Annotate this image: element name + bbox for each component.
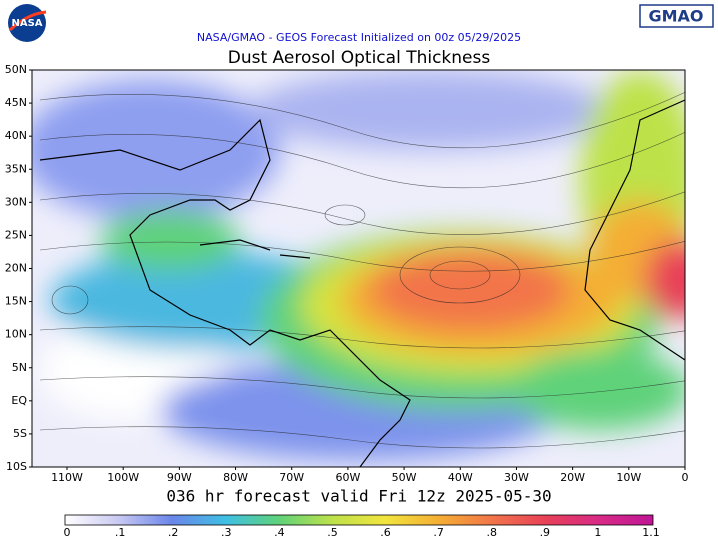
lon-label: 100W: [107, 471, 139, 484]
colorbar-label: 1: [594, 526, 601, 539]
lon-label: 0: [682, 471, 689, 484]
subtitle: NASA/GMAO - GEOS Forecast Initialized on…: [197, 31, 521, 44]
lat-label: 35N: [5, 162, 27, 175]
lat-label: 45N: [5, 96, 27, 109]
colorbar-label: 1.1: [642, 526, 660, 539]
lat-label: EQ: [11, 394, 27, 407]
lon-label: 50W: [392, 471, 417, 484]
colorbar-label: .2: [168, 526, 179, 539]
colorbar-label: .7: [433, 526, 444, 539]
colorbar-label: .5: [327, 526, 338, 539]
forecast-valid: 036 hr forecast valid Fri 12z 2025-05-30: [166, 487, 551, 506]
lat-label: 25N: [5, 228, 27, 241]
lon-label: 90W: [167, 471, 192, 484]
lat-label: 20N: [5, 262, 27, 275]
lon-label: 10W: [616, 471, 641, 484]
lat-label: 50N: [5, 63, 27, 76]
gmao-logo-text: GMAO: [648, 7, 703, 26]
lat-label: 10N: [5, 328, 27, 341]
lon-label: 110W: [51, 471, 83, 484]
lat-label: 5S: [13, 427, 27, 440]
lat-label: 10S: [6, 460, 27, 473]
colorbar-label: .9: [540, 526, 551, 539]
lon-label: 70W: [279, 471, 304, 484]
lat-label: 15N: [5, 295, 27, 308]
lon-label: 40W: [448, 471, 473, 484]
lat-label: 40N: [5, 129, 27, 142]
nasa-logo: NASA: [8, 4, 47, 42]
colorbar-label: .4: [274, 526, 285, 539]
lat-label: 5N: [12, 361, 27, 374]
colorbar-label: 0: [64, 526, 71, 539]
colorbar-label: .8: [486, 526, 497, 539]
gmao-logo: GMAO: [639, 4, 714, 28]
lat-label: 30N: [5, 195, 27, 208]
colorbar-label: .6: [380, 526, 391, 539]
colorbar: [64, 514, 654, 526]
lon-label: 60W: [335, 471, 360, 484]
lon-label: 20W: [560, 471, 585, 484]
colorbar-label: .3: [221, 526, 232, 539]
lon-label: 80W: [223, 471, 248, 484]
title: Dust Aerosol Optical Thickness: [228, 48, 491, 68]
nasa-logo-text: NASA: [11, 18, 42, 29]
colorbar-label: .1: [115, 526, 126, 539]
lon-label: 30W: [504, 471, 529, 484]
map-area: [32, 70, 685, 467]
